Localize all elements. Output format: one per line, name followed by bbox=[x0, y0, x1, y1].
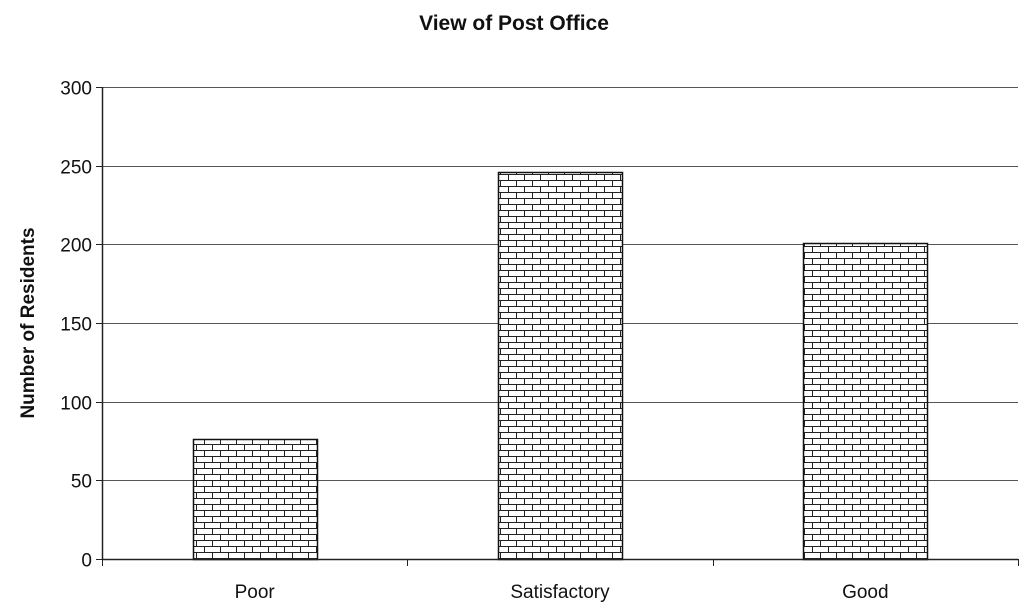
y-tick-label-300: 300 bbox=[60, 79, 92, 100]
y-tick-label-150: 150 bbox=[60, 315, 92, 336]
bar-poor bbox=[192, 438, 319, 561]
y-tick-labels: 0 50 100 150 200 250 300 bbox=[60, 79, 92, 572]
y-tick-label-250: 250 bbox=[60, 158, 92, 179]
y-tick-label-0: 0 bbox=[81, 551, 92, 572]
y-tick-label-200: 200 bbox=[60, 236, 92, 257]
x-tick-label-good: Good bbox=[842, 582, 888, 603]
bar-satisfactory bbox=[497, 171, 624, 561]
axes bbox=[96, 87, 1019, 566]
bars bbox=[192, 171, 929, 561]
bar-good bbox=[802, 242, 929, 561]
chart-title: View of Post Office bbox=[419, 12, 609, 35]
y-axis-label: Number of Residents bbox=[18, 227, 39, 418]
y-tick-label-50: 50 bbox=[71, 472, 92, 493]
x-tick-labels: Poor Satisfactory Good bbox=[235, 582, 889, 603]
x-tick-label-satisfactory: Satisfactory bbox=[510, 582, 610, 603]
x-tick-label-poor: Poor bbox=[235, 582, 276, 603]
y-tick-label-100: 100 bbox=[60, 394, 92, 415]
